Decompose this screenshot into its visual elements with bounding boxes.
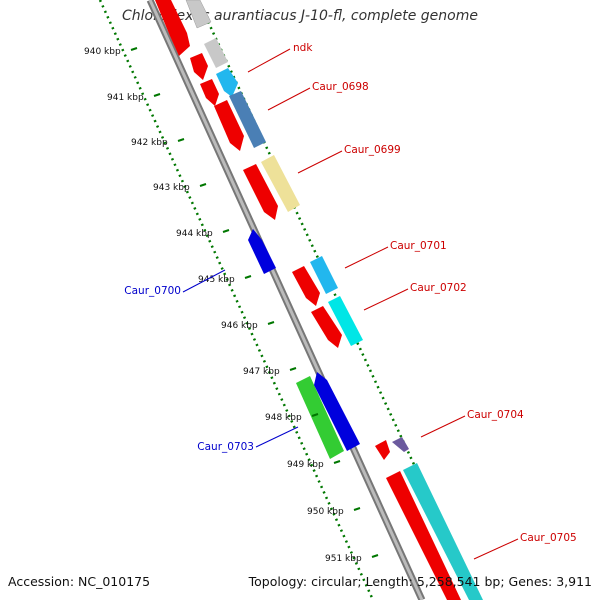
gene-feature[interactable] (204, 38, 228, 68)
gene-feature[interactable] (155, 0, 190, 56)
kbp-tick (177, 138, 185, 142)
kbp-label: 947 kbp (243, 367, 280, 377)
gene-feature[interactable] (292, 266, 320, 306)
gene-label-leader (473, 538, 519, 560)
gene-feature[interactable] (403, 463, 483, 600)
kbp-tick (333, 460, 341, 464)
kbp-tick (244, 275, 252, 279)
gene-feature[interactable] (185, 0, 212, 29)
kbp-tick (311, 413, 319, 417)
gene-label-leader (344, 246, 389, 269)
kbp-label: 949 kbp (287, 460, 324, 470)
gene-feature[interactable] (311, 306, 342, 348)
gene-label-leader (297, 150, 343, 174)
kbp-tick (267, 321, 275, 325)
gene-feature[interactable] (310, 256, 338, 294)
gene-label[interactable]: Caur_0701 (390, 240, 447, 252)
kbp-tick (153, 93, 161, 97)
genome-backbone (146, 0, 426, 600)
gene-feature[interactable] (200, 79, 219, 106)
accession-label: Accession: NC_010175 (8, 574, 151, 589)
gene-labels: ndk Caur_0698 Caur_0699 Caur_0700 Caur_0701 C… (124, 42, 577, 560)
gene-feature[interactable] (248, 229, 276, 274)
gene-label[interactable]: Caur_0699 (344, 144, 401, 156)
gene-label[interactable]: Caur_0705 (520, 532, 577, 544)
kbp-label: 950 kbp (307, 507, 344, 517)
gene-label-leader (363, 288, 409, 311)
gene-label[interactable]: Caur_0700 (124, 285, 181, 297)
kbp-label: 942 kbp (131, 138, 168, 148)
gene-feature[interactable] (243, 164, 278, 220)
kbp-tick (289, 367, 297, 371)
gene-feature[interactable] (214, 100, 244, 151)
gene-label-leader (255, 426, 299, 448)
kbp-label: 945 kbp (198, 275, 235, 285)
gene-feature[interactable] (216, 68, 238, 97)
gene-feature[interactable] (386, 471, 461, 600)
gene-feature[interactable] (314, 372, 360, 451)
gene-feature[interactable] (229, 91, 266, 148)
gene-label[interactable]: Caur_0703 (197, 441, 254, 453)
kbp-label: 943 kbp (153, 183, 190, 193)
kbp-label: 946 kbp (221, 321, 258, 331)
kbp-label: 951 kbp (325, 554, 362, 564)
map-title: Chloroflexus aurantiacus J-10-fl, comple… (122, 8, 478, 24)
gene-feature[interactable] (296, 376, 344, 459)
kbp-tick (130, 47, 138, 51)
kbp-label: 941 kbp (107, 93, 144, 103)
kbp-tick (371, 554, 379, 558)
gene-label[interactable]: Caur_0704 (467, 409, 524, 421)
gene-label-leader (182, 269, 226, 293)
gene-feature[interactable] (190, 53, 208, 80)
gene-feature[interactable] (261, 155, 300, 212)
gene-label-leader (247, 48, 291, 73)
kbp-tick (222, 229, 230, 233)
kbp-label: 948 kbp (265, 413, 302, 423)
gene-label[interactable]: Caur_0702 (410, 282, 467, 294)
topology-label: Topology: circular; Length: 5,258,541 bp… (248, 574, 592, 589)
kbp-tick (199, 183, 207, 187)
gene-feature[interactable] (375, 440, 390, 460)
gene-label-leader (420, 415, 466, 438)
kbp-label: 944 kbp (176, 229, 213, 239)
scale-line-inner (98, 0, 375, 600)
scale-labels: 940 kbp 941 kbp 942 kbp 943 kbp 944 kbp 945 k… (84, 47, 379, 564)
kbp-tick (353, 507, 361, 511)
kbp-label: 940 kbp (84, 47, 121, 57)
gene-label-leader (267, 87, 311, 111)
gene-features (155, 0, 483, 600)
gene-label[interactable]: Caur_0698 (312, 81, 369, 93)
gene-label[interactable]: ndk (293, 42, 313, 54)
gene-feature[interactable] (392, 437, 409, 452)
gene-feature[interactable] (328, 296, 363, 346)
